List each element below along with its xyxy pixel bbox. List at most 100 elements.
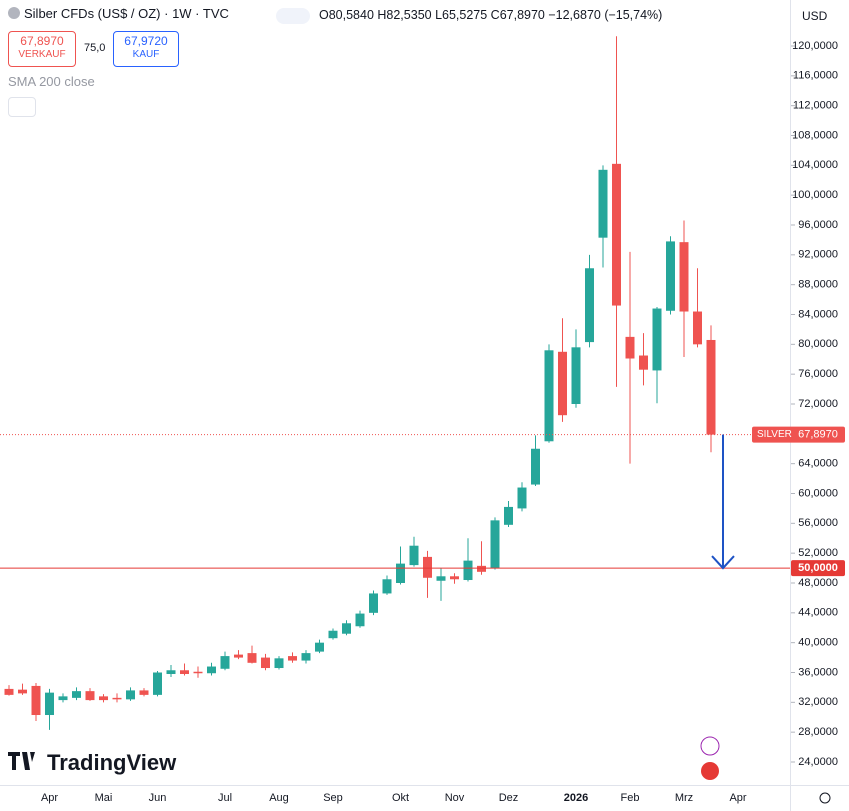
candle-body	[301, 653, 311, 661]
candle-body	[207, 666, 216, 674]
logo-text: TradingView	[47, 750, 177, 775]
y-tick-label: 40,0000	[798, 637, 838, 649]
y-tick-label: 116,0000	[793, 70, 838, 82]
x-tick-label: Feb	[621, 792, 640, 804]
buy-price: 67,9720	[124, 34, 168, 48]
candle-body	[58, 696, 68, 701]
x-tick-label: Dez	[499, 792, 519, 804]
candle-body	[234, 654, 243, 658]
candle-body	[693, 311, 702, 345]
y-tick-label: 80,0000	[798, 338, 838, 350]
y-tick-label: 64,0000	[798, 458, 838, 470]
candle-body	[517, 487, 527, 509]
y-tick-label: 72,0000	[798, 398, 838, 410]
candle-body	[544, 350, 554, 442]
candle-body	[166, 670, 176, 674]
candle-body	[423, 556, 432, 578]
arrow-head	[711, 555, 735, 570]
candle-body	[450, 576, 459, 580]
level-label-bg	[791, 560, 845, 577]
candle-body	[531, 448, 540, 485]
candle-body	[571, 347, 581, 404]
sell-button[interactable]: 67,8970 VERKAUF	[8, 31, 76, 67]
candle-body	[247, 653, 257, 663]
symbol[interactable]: Silber CFDs (US$ / OZ) · 1W · TVC	[8, 6, 229, 21]
candle-body	[274, 658, 284, 669]
candle-body	[585, 268, 594, 343]
candle-body	[180, 670, 189, 674]
y-tick-label: 48,0000	[798, 577, 838, 589]
spread: 75,0	[84, 42, 106, 54]
candle-body	[382, 579, 392, 594]
icon[interactable]	[701, 762, 719, 780]
candle-body	[612, 163, 621, 306]
plot	[0, 36, 790, 730]
candle-body	[72, 691, 81, 698]
level-label: 50,0000	[798, 562, 838, 574]
currency[interactable]: USD	[802, 9, 828, 23]
candle-body	[652, 308, 662, 371]
candle-body	[679, 242, 689, 312]
y-tick-label: 24,0000	[798, 756, 838, 768]
y-tick-label: 36,0000	[798, 666, 838, 678]
candle-body	[355, 613, 365, 627]
x-tick-label: Apr	[41, 792, 58, 804]
candle-body	[153, 672, 162, 695]
y-tick-label: 28,0000	[798, 726, 838, 738]
candle-body	[288, 656, 297, 661]
ohlc: O80,5840 H82,5350 L65,5275 C67,8970 −12,…	[319, 8, 663, 22]
candle-body	[598, 169, 608, 238]
logo-icon	[8, 752, 35, 770]
candle-body	[463, 560, 473, 581]
y-tick-label: 120,0000	[792, 40, 838, 52]
y-tick-label: 88,0000	[798, 279, 838, 291]
candle-body	[558, 351, 567, 416]
candle-body	[328, 630, 338, 639]
x-tick-label: Apr	[729, 792, 746, 804]
x-tick-label: Mrz	[675, 792, 693, 804]
x-tick-label: Aug	[269, 792, 289, 804]
y-tick-label: 96,0000	[798, 219, 838, 231]
candle-body	[99, 696, 108, 701]
y-tick-label: 56,0000	[798, 517, 838, 529]
candle-body	[193, 671, 203, 674]
indicator[interactable]: SMA 200 close	[8, 74, 95, 89]
candle-body	[261, 657, 270, 669]
sell-price: 67,8970	[20, 34, 64, 48]
sell-label: VERKAUF	[18, 49, 66, 60]
price-tag-name: SILVER	[757, 429, 792, 440]
x-tick-label: Okt	[392, 792, 409, 804]
candle-body	[315, 642, 324, 652]
candle-body	[112, 697, 122, 700]
price-tag-bg	[752, 426, 845, 443]
y-tick-label: 60,0000	[798, 487, 838, 499]
candle-body	[220, 656, 230, 669]
candle-body	[369, 593, 378, 613]
buy-label: KAUF	[132, 49, 160, 60]
candle-body	[706, 339, 716, 435]
axes: 24,0000 28,0000 32,0000 36,0000 40,0000 44,00…	[41, 40, 845, 804]
x-tick-label: Sep	[323, 792, 343, 804]
x-tick-label: Jul	[218, 792, 232, 804]
y-tick-label: 44,0000	[798, 607, 838, 619]
y-tick-label: 104,0000	[792, 159, 838, 171]
candle-body	[126, 690, 135, 700]
toggle[interactable]	[276, 8, 310, 24]
collapse-button[interactable]	[8, 97, 36, 117]
candle-body	[396, 563, 405, 583]
icon[interactable]	[700, 736, 720, 756]
candle-body	[4, 688, 14, 695]
candle-body	[85, 691, 95, 701]
x-tick-label: Nov	[445, 792, 465, 804]
candle-body	[409, 545, 419, 566]
x-tick-label: Jun	[149, 792, 167, 804]
candle-body	[504, 506, 513, 525]
candle-body	[490, 520, 500, 569]
symbol-text: Silber CFDs (US$ / OZ) · 1W · TVC	[24, 6, 229, 21]
settings-icon[interactable]	[819, 792, 831, 804]
y-tick-label: 100,0000	[792, 189, 838, 201]
buy-button[interactable]: 67,9720 KAUF	[113, 31, 179, 67]
candle-body	[342, 623, 351, 634]
